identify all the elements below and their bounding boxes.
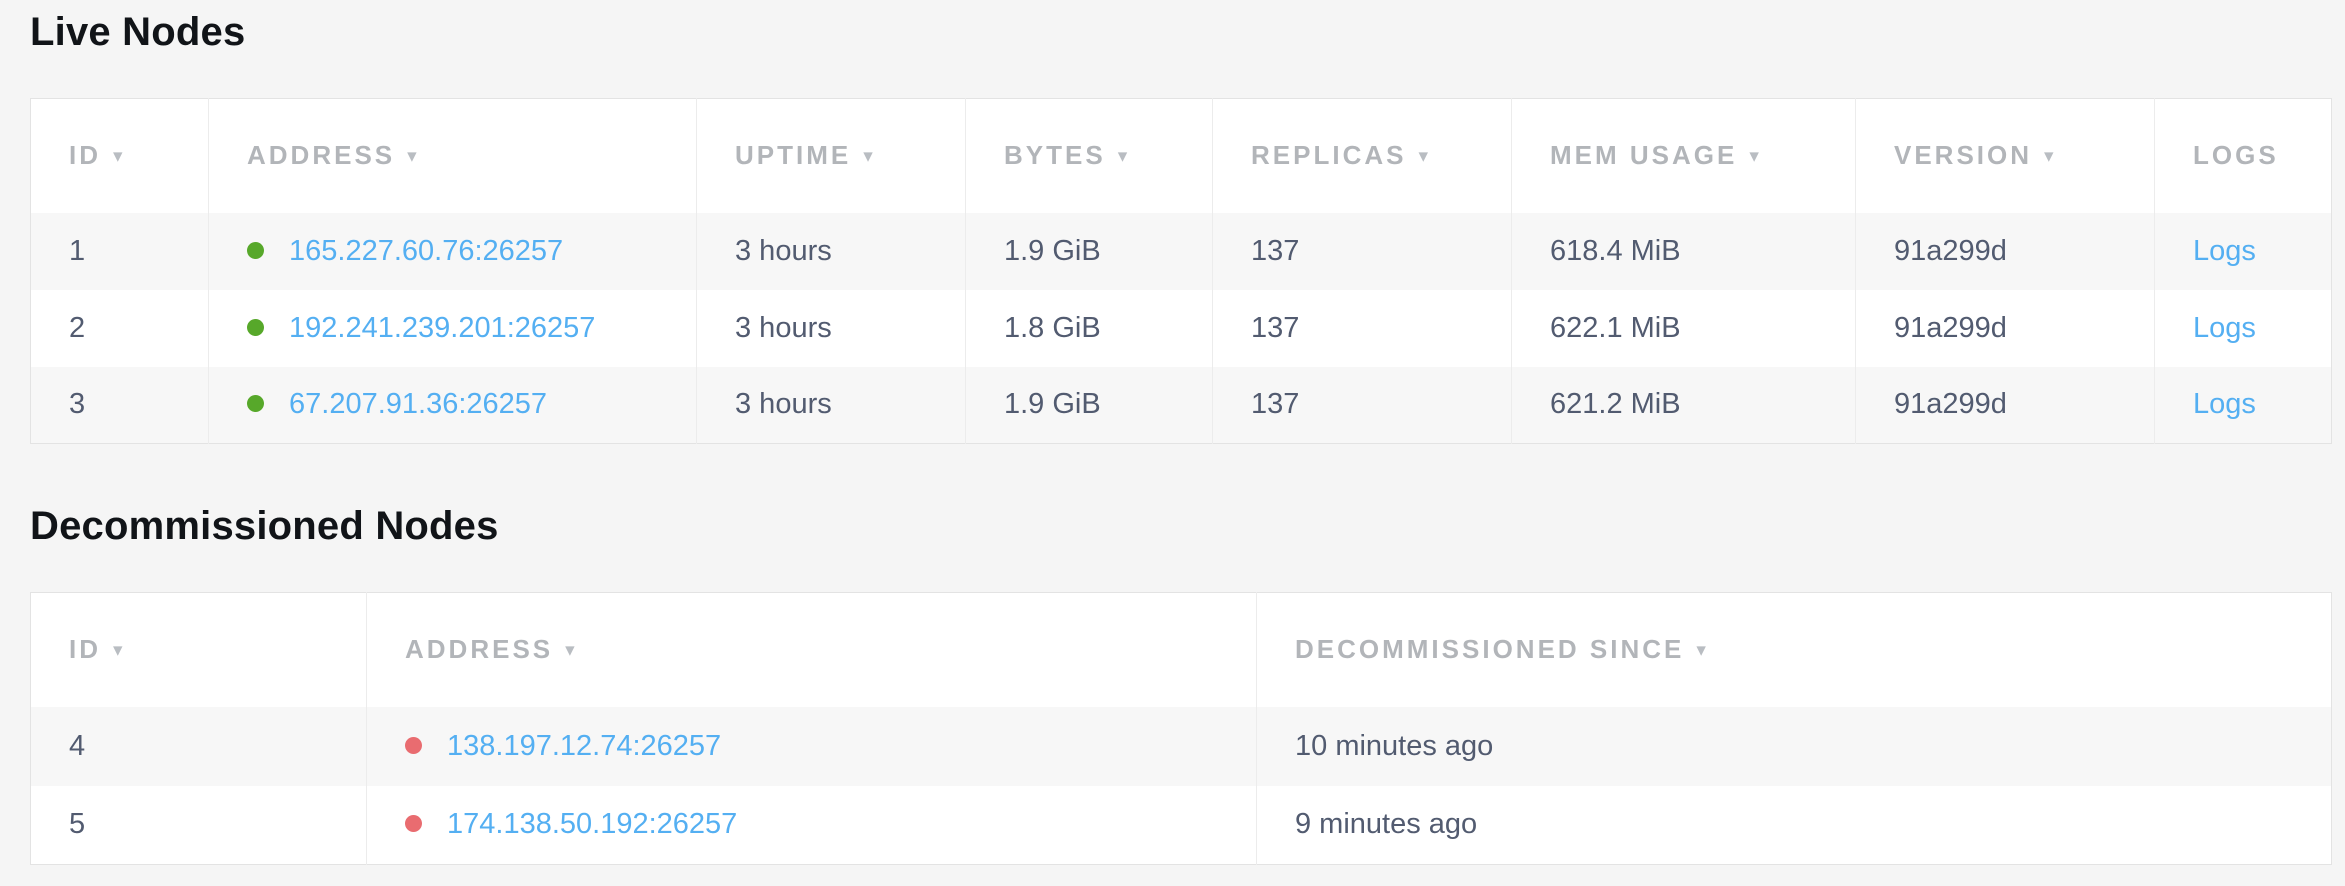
cell-replicas: 137 [1212, 289, 1512, 367]
cell-mem-usage: 622.1 MiB [1511, 289, 1856, 367]
cell-uptime: 3 hours [696, 289, 966, 367]
col-header-logs: LOGS [2154, 98, 2332, 213]
sort-desc-icon: ▾ [1696, 640, 1709, 662]
logs-link[interactable]: Logs [2193, 311, 2256, 344]
cell-replicas: 137 [1212, 212, 1512, 290]
cell-version: 91a299d [1855, 212, 2155, 290]
table-row: 5 174.138.50.192:26257 9 minutes ago [30, 785, 2332, 865]
table-row: 3 67.207.91.36:26257 3 hours 1.9 GiB 137… [30, 366, 2332, 444]
node-address-link[interactable]: 165.227.60.76:26257 [289, 234, 564, 267]
cell-node-id: 3 [30, 366, 209, 444]
cell-address: 192.241.239.201:26257 [208, 289, 697, 367]
col-header-version[interactable]: VERSION ▾ [1855, 98, 2155, 213]
cell-node-id: 5 [30, 785, 367, 865]
logs-link[interactable]: Logs [2193, 388, 2256, 421]
cell-address: 67.207.91.36:26257 [208, 366, 697, 444]
cell-decommissioned-since: 9 minutes ago [1256, 785, 2332, 865]
sort-desc-icon: ▾ [113, 640, 126, 662]
logs-link[interactable]: Logs [2193, 234, 2256, 267]
node-address-link[interactable]: 67.207.91.36:26257 [289, 388, 548, 421]
decommissioned-nodes-header-row: ID ▾ ADDRESS ▾ DECOMMISSIONED SINCE ▾ [30, 592, 2332, 707]
cell-bytes: 1.9 GiB [965, 212, 1213, 290]
col-header-mem-usage[interactable]: MEM USAGE ▾ [1511, 98, 1856, 213]
col-header-id[interactable]: ID ▾ [30, 592, 367, 707]
live-nodes-table: ID ▾ ADDRESS ▾ UPTIME ▾ BYTES ▾ REPLICAS ▾ ME… [30, 98, 2332, 444]
sort-desc-icon: ▾ [565, 640, 578, 662]
table-row: 2 192.241.239.201:26257 3 hours 1.8 GiB … [30, 289, 2332, 367]
cell-uptime: 3 hours [696, 366, 966, 444]
sort-desc-icon: ▾ [863, 146, 876, 168]
live-nodes-title: Live Nodes [30, 10, 246, 54]
live-status-icon [247, 241, 264, 259]
col-header-uptime[interactable]: UPTIME ▾ [696, 98, 966, 213]
cell-decommissioned-since: 10 minutes ago [1256, 706, 2332, 786]
cell-replicas: 137 [1212, 366, 1512, 444]
col-header-address[interactable]: ADDRESS ▾ [366, 592, 1257, 707]
node-address-link[interactable]: 192.241.239.201:26257 [289, 311, 596, 344]
table-row: 4 138.197.12.74:26257 10 minutes ago [30, 706, 2332, 786]
table-row: 1 165.227.60.76:26257 3 hours 1.9 GiB 13… [30, 212, 2332, 290]
sort-desc-icon: ▾ [2044, 146, 2057, 168]
col-header-replicas[interactable]: REPLICAS ▾ [1212, 98, 1512, 213]
sort-desc-icon: ▾ [1418, 146, 1432, 168]
sort-desc-icon: ▾ [1117, 146, 1131, 168]
cell-logs: Logs [2154, 366, 2332, 444]
sort-desc-icon: ▾ [113, 146, 126, 168]
node-address-link[interactable]: 138.197.12.74:26257 [447, 729, 722, 762]
cell-address: 138.197.12.74:26257 [366, 706, 1257, 786]
cell-node-id: 2 [30, 289, 209, 367]
col-header-id[interactable]: ID ▾ [30, 98, 209, 213]
decommissioned-nodes-title: Decommissioned Nodes [30, 504, 499, 548]
col-header-bytes[interactable]: BYTES ▾ [965, 98, 1213, 213]
col-header-address[interactable]: ADDRESS ▾ [208, 98, 697, 213]
cell-mem-usage: 621.2 MiB [1511, 366, 1856, 444]
cell-mem-usage: 618.4 MiB [1511, 212, 1856, 290]
cell-logs: Logs [2154, 212, 2332, 290]
decommissioned-nodes-table: ID ▾ ADDRESS ▾ DECOMMISSIONED SINCE ▾ 4 138… [30, 592, 2332, 865]
cell-address: 174.138.50.192:26257 [366, 785, 1257, 865]
cell-address: 165.227.60.76:26257 [208, 212, 697, 290]
col-header-decommissioned-since[interactable]: DECOMMISSIONED SINCE ▾ [1256, 592, 2332, 707]
sort-desc-icon: ▾ [1749, 146, 1762, 168]
cell-bytes: 1.9 GiB [965, 366, 1213, 444]
cell-uptime: 3 hours [696, 212, 966, 290]
cell-version: 91a299d [1855, 366, 2155, 444]
cell-version: 91a299d [1855, 289, 2155, 367]
node-address-link[interactable]: 174.138.50.192:26257 [447, 808, 738, 841]
cell-node-id: 4 [30, 706, 367, 786]
sort-desc-icon: ▾ [407, 146, 420, 168]
live-nodes-header-row: ID ▾ ADDRESS ▾ UPTIME ▾ BYTES ▾ REPLICAS ▾ ME… [30, 98, 2332, 213]
decommissioned-status-icon [405, 736, 422, 754]
cell-bytes: 1.8 GiB [965, 289, 1213, 367]
live-status-icon [247, 395, 264, 413]
cell-logs: Logs [2154, 289, 2332, 367]
live-status-icon [247, 318, 264, 336]
cell-node-id: 1 [30, 212, 209, 290]
decommissioned-status-icon [405, 815, 422, 833]
